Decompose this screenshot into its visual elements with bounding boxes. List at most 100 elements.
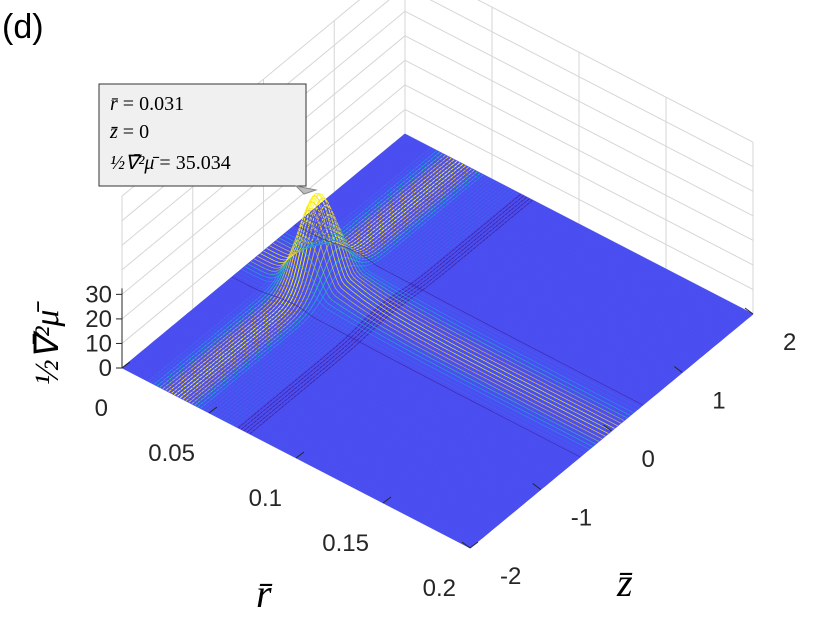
- mesh-line: [329, 196, 678, 377]
- mesh-line: [269, 197, 618, 427]
- mesh-line: [209, 294, 559, 476]
- mesh-line: [392, 144, 741, 325]
- mesh-line: [404, 133, 754, 315]
- mesh-line: [335, 190, 684, 372]
- mesh-line: [367, 164, 716, 346]
- r-tick-label: 0.2: [423, 575, 456, 602]
- mesh-line: [389, 146, 738, 328]
- mesh-line: [184, 315, 534, 497]
- datatip-r-var: r̄: [110, 93, 118, 115]
- datatip-value-value: 35.034: [176, 152, 231, 174]
- r-axis-label-text: r̄: [256, 571, 273, 616]
- mesh-line: [187, 313, 537, 494]
- mesh-line: [288, 229, 637, 411]
- mesh-line: [373, 159, 722, 341]
- datatip-box: [98, 83, 307, 187]
- mesh-line: [310, 211, 659, 393]
- mesh-line: [219, 287, 568, 468]
- mesh-line: [156, 339, 505, 520]
- mesh-line: [338, 188, 688, 369]
- r-tick-label: 0: [95, 395, 108, 422]
- value-tick-label: 20: [85, 306, 112, 333]
- mesh-line: [304, 216, 653, 398]
- z-tick-mark: [603, 424, 612, 432]
- mesh-line: [222, 284, 571, 466]
- mesh-line: [162, 333, 512, 515]
- mesh-line: [297, 222, 647, 403]
- mesh-line: [175, 323, 524, 505]
- mesh-line: [247, 251, 596, 445]
- datatip-z-var: z̄: [109, 121, 118, 143]
- mesh-line: [363, 167, 713, 349]
- mesh-line: [203, 300, 552, 481]
- mesh-line: [137, 354, 486, 536]
- surface-mesh: [121, 133, 754, 549]
- mesh-line: [385, 149, 735, 330]
- value-tick-label: 0: [99, 355, 112, 382]
- z-axis-label: z̄: [616, 560, 633, 605]
- datatip-z-value: 0: [139, 121, 149, 143]
- mesh-line: [307, 214, 656, 395]
- value-axis-label: ½∇̄²μ̄: [29, 300, 66, 385]
- r-tick-label: 0.15: [322, 530, 369, 557]
- mesh-line: [370, 162, 719, 343]
- r-tick-label: 0.1: [249, 485, 282, 512]
- mesh-line: [225, 281, 574, 463]
- mesh-line: [253, 221, 603, 440]
- mesh-line: [326, 198, 675, 380]
- mesh-line: [244, 264, 593, 447]
- mesh-line: [140, 352, 490, 533]
- mesh-line: [131, 359, 480, 541]
- mesh-line: [231, 276, 581, 458]
- mesh-line: [345, 183, 694, 364]
- datatip-line-z: z̄ = 0: [109, 121, 149, 143]
- mesh-line: [159, 336, 508, 518]
- z-tick-label: 2: [783, 329, 796, 356]
- mesh-line: [178, 320, 527, 502]
- value-tick-label: 30: [85, 281, 112, 308]
- r-tick-mark: [208, 406, 218, 414]
- datatip-r-value: 0.031: [139, 93, 184, 115]
- mesh-line: [134, 357, 483, 538]
- mesh-line: [401, 136, 751, 317]
- mesh-line: [197, 305, 546, 486]
- mesh-line: [257, 207, 606, 437]
- mesh-line: [172, 326, 521, 507]
- mesh-line: [360, 170, 710, 351]
- r-tick-mark: [295, 451, 305, 459]
- r-axis-ticks: 0 0.05 0.1 0.15 0.2: [95, 361, 479, 602]
- mesh-line: [181, 318, 530, 499]
- mesh-line: [143, 349, 493, 531]
- mesh-line: [323, 201, 672, 382]
- value-axis-label-text: ½∇̄²μ̄: [29, 300, 66, 385]
- mesh-line: [351, 177, 700, 359]
- datatip-value-var: ½∇̄²μ̄: [110, 152, 159, 174]
- mesh-line: [147, 346, 496, 528]
- r-tick-mark: [469, 541, 479, 549]
- r-tick-mark: [121, 361, 131, 369]
- mesh-line: [153, 341, 502, 523]
- r-tick-mark: [382, 496, 392, 504]
- mesh-line: [238, 271, 587, 453]
- mesh-line: [316, 206, 666, 388]
- mesh-line: [382, 151, 732, 333]
- mesh-line: [379, 154, 728, 336]
- mesh-line: [291, 227, 640, 408]
- datatip-line-r: r̄ = 0.031: [110, 93, 184, 115]
- mesh-line: [260, 198, 609, 434]
- mesh-line: [235, 274, 584, 455]
- mesh-line: [213, 292, 562, 473]
- z-tick-label: 0: [642, 446, 655, 473]
- datatip-pointer: [294, 185, 318, 195]
- mesh-line: [206, 297, 556, 479]
- mesh-line: [354, 175, 703, 356]
- mesh-line: [319, 203, 669, 385]
- mesh-line: [200, 302, 549, 484]
- mesh-line: [285, 232, 634, 414]
- mesh-line: [266, 193, 615, 429]
- value-tick-label: 10: [85, 330, 112, 357]
- r-axis-label: r̄: [256, 571, 273, 616]
- mesh-line: [398, 138, 747, 320]
- mesh-line: [150, 344, 499, 525]
